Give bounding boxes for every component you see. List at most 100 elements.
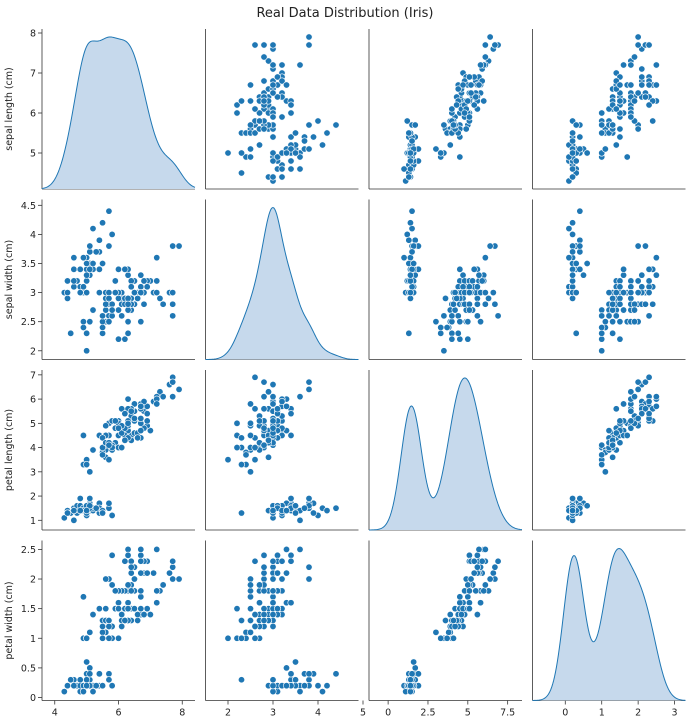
data-point xyxy=(278,61,286,69)
data-point xyxy=(108,300,116,308)
data-point xyxy=(273,405,281,413)
data-point xyxy=(70,507,78,515)
data-point xyxy=(470,569,478,577)
data-point xyxy=(627,61,635,69)
data-point xyxy=(406,277,414,285)
data-point xyxy=(449,300,457,308)
data-point xyxy=(627,417,635,425)
data-point xyxy=(448,312,456,320)
data-point xyxy=(406,219,414,227)
data-point xyxy=(291,658,299,666)
data-point xyxy=(247,153,255,161)
data-point xyxy=(296,153,304,161)
data-point xyxy=(233,101,241,109)
data-point xyxy=(576,242,584,250)
data-point xyxy=(446,141,454,149)
data-point xyxy=(255,141,263,149)
data-point xyxy=(480,587,488,595)
data-point xyxy=(287,157,295,165)
data-point xyxy=(414,670,422,678)
data-point xyxy=(70,516,78,524)
data-point xyxy=(291,676,299,684)
data-point xyxy=(83,634,91,642)
data-point xyxy=(83,289,91,297)
data-point xyxy=(309,133,317,141)
data-point xyxy=(645,312,653,320)
data-point xyxy=(469,277,477,285)
data-point xyxy=(616,283,624,291)
y-tick-label: 0 xyxy=(30,693,36,704)
data-point xyxy=(598,461,606,469)
data-point xyxy=(89,446,97,454)
data-point xyxy=(269,424,277,432)
data-point xyxy=(454,85,462,93)
data-point xyxy=(238,149,246,157)
data-point xyxy=(620,271,628,279)
data-point xyxy=(124,306,132,314)
data-point xyxy=(269,393,277,401)
data-point xyxy=(137,289,145,297)
kde-area-0 xyxy=(42,37,195,189)
data-point xyxy=(576,265,584,273)
data-point xyxy=(121,616,129,624)
data-point xyxy=(406,289,414,297)
data-point xyxy=(115,599,123,607)
data-point xyxy=(630,53,638,61)
data-point xyxy=(408,283,416,291)
data-point xyxy=(105,242,113,250)
kde-line-0 xyxy=(41,36,196,189)
data-point xyxy=(465,605,473,613)
data-point xyxy=(255,599,263,607)
data-point xyxy=(323,507,331,515)
data-point xyxy=(612,429,620,437)
data-point xyxy=(169,242,177,250)
data-point xyxy=(612,289,620,297)
data-point xyxy=(305,33,313,41)
data-point xyxy=(102,306,110,314)
data-point xyxy=(92,682,100,690)
data-point xyxy=(89,306,97,314)
data-point xyxy=(406,682,414,690)
data-point xyxy=(456,335,464,343)
data-point xyxy=(449,616,457,624)
data-point xyxy=(583,259,591,267)
data-point xyxy=(282,545,290,553)
data-point xyxy=(86,664,94,672)
data-point xyxy=(616,417,624,425)
data-point xyxy=(305,145,313,153)
data-point xyxy=(95,265,103,273)
data-point xyxy=(332,121,340,129)
data-point xyxy=(83,676,91,684)
data-point xyxy=(269,61,277,69)
data-point xyxy=(652,81,660,89)
data-point xyxy=(569,165,577,173)
data-point xyxy=(247,605,255,613)
x-tick-label: 4 xyxy=(315,708,321,717)
x-tick-label: 6 xyxy=(115,708,121,717)
data-point xyxy=(569,494,577,502)
data-point xyxy=(124,545,132,553)
data-point xyxy=(127,407,135,415)
data-point xyxy=(491,41,499,49)
data-point xyxy=(291,129,299,137)
data-point xyxy=(645,277,653,285)
data-point xyxy=(60,514,68,522)
data-point xyxy=(620,265,628,273)
data-point xyxy=(169,575,177,583)
data-point xyxy=(60,688,68,696)
data-point xyxy=(456,153,464,161)
data-point xyxy=(464,335,472,343)
data-point xyxy=(477,599,485,607)
data-point xyxy=(620,289,628,297)
data-point xyxy=(273,569,281,577)
data-point xyxy=(300,682,308,690)
kde-area-2 xyxy=(369,378,522,530)
data-point xyxy=(247,419,255,427)
data-point xyxy=(467,81,475,89)
data-point xyxy=(83,461,91,469)
data-point xyxy=(634,414,642,422)
y-tick-label: 1 xyxy=(30,634,36,645)
data-point xyxy=(269,400,277,408)
data-point xyxy=(453,294,461,302)
data-point xyxy=(121,410,129,418)
